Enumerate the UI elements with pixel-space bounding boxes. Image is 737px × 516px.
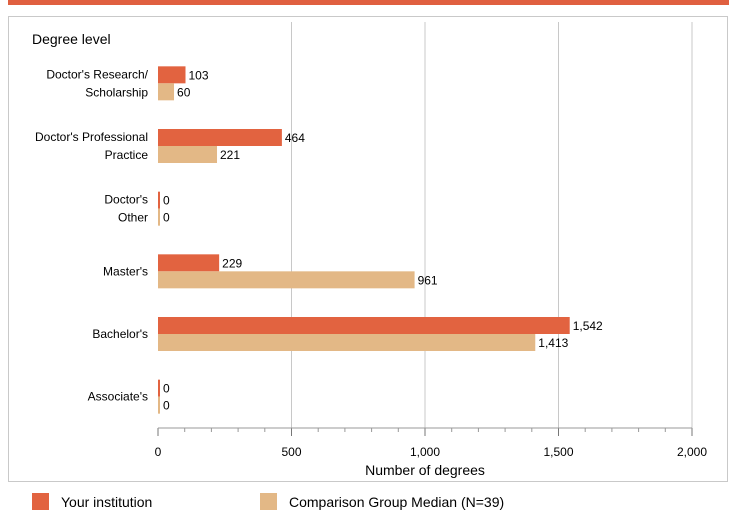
data-label: 0 <box>163 194 170 208</box>
data-label: 961 <box>418 273 438 287</box>
category-label: Scholarship <box>85 85 148 99</box>
bar-institution <box>158 129 282 146</box>
legend-item-comparison: Comparison Group Median (N=39) <box>260 487 504 516</box>
x-tick-label: 1,000 <box>410 445 440 459</box>
legend-item-institution: Your institution <box>32 487 152 516</box>
bar-comparison <box>158 334 536 351</box>
data-label: 60 <box>177 85 191 99</box>
data-label: 1,542 <box>573 319 603 333</box>
legend-swatch-institution <box>32 493 49 510</box>
data-label: 1,413 <box>538 336 568 350</box>
bar-comparison <box>158 271 415 289</box>
category-label: Other <box>118 211 148 225</box>
legend-label-comparison: Comparison Group Median (N=39) <box>289 493 505 510</box>
y-axis-title: Degree level <box>32 31 111 47</box>
category-label: Doctor's Professional <box>35 130 148 144</box>
data-label: 221 <box>220 148 240 162</box>
chart-legend: Your institution Comparison Group Median… <box>0 487 737 516</box>
data-label: 0 <box>163 382 170 396</box>
horizontal-bar-chart: 0 500 1,000 1,500 2,000 Number of degrees Degr… <box>32 22 707 478</box>
data-label: 464 <box>285 131 305 145</box>
bar-institution <box>158 379 160 397</box>
x-tick-label: 500 <box>281 445 301 459</box>
bar-comparison <box>158 396 160 414</box>
data-label: 103 <box>189 68 209 82</box>
bar-comparison <box>158 83 175 101</box>
bar-comparison <box>158 146 218 163</box>
category-label: Doctor's <box>104 193 148 207</box>
category-label: Bachelor's <box>92 327 148 341</box>
bar-comparison <box>158 208 160 226</box>
x-axis-label: Number of degrees <box>365 462 485 478</box>
data-label: 229 <box>222 256 242 270</box>
category-label: Master's <box>103 264 148 278</box>
bar-institution <box>158 317 570 334</box>
bar-institution <box>158 254 220 272</box>
data-label: 0 <box>163 211 170 225</box>
x-tick-label: 1,500 <box>543 445 573 459</box>
legend-swatch-comparison <box>260 493 277 510</box>
bar-institution <box>158 191 160 209</box>
chart-frame <box>8 16 728 482</box>
header-accent-bar <box>8 0 729 5</box>
x-tick-label: 2,000 <box>677 445 707 459</box>
category-label: Practice <box>105 148 149 162</box>
data-label: 0 <box>163 399 170 413</box>
bar-institution <box>158 66 186 84</box>
category-label: Associate's <box>88 390 148 404</box>
category-label: Doctor's Research/ <box>46 67 148 81</box>
x-tick-label: 0 <box>155 445 162 459</box>
legend-label-institution: Your institution <box>61 493 153 510</box>
